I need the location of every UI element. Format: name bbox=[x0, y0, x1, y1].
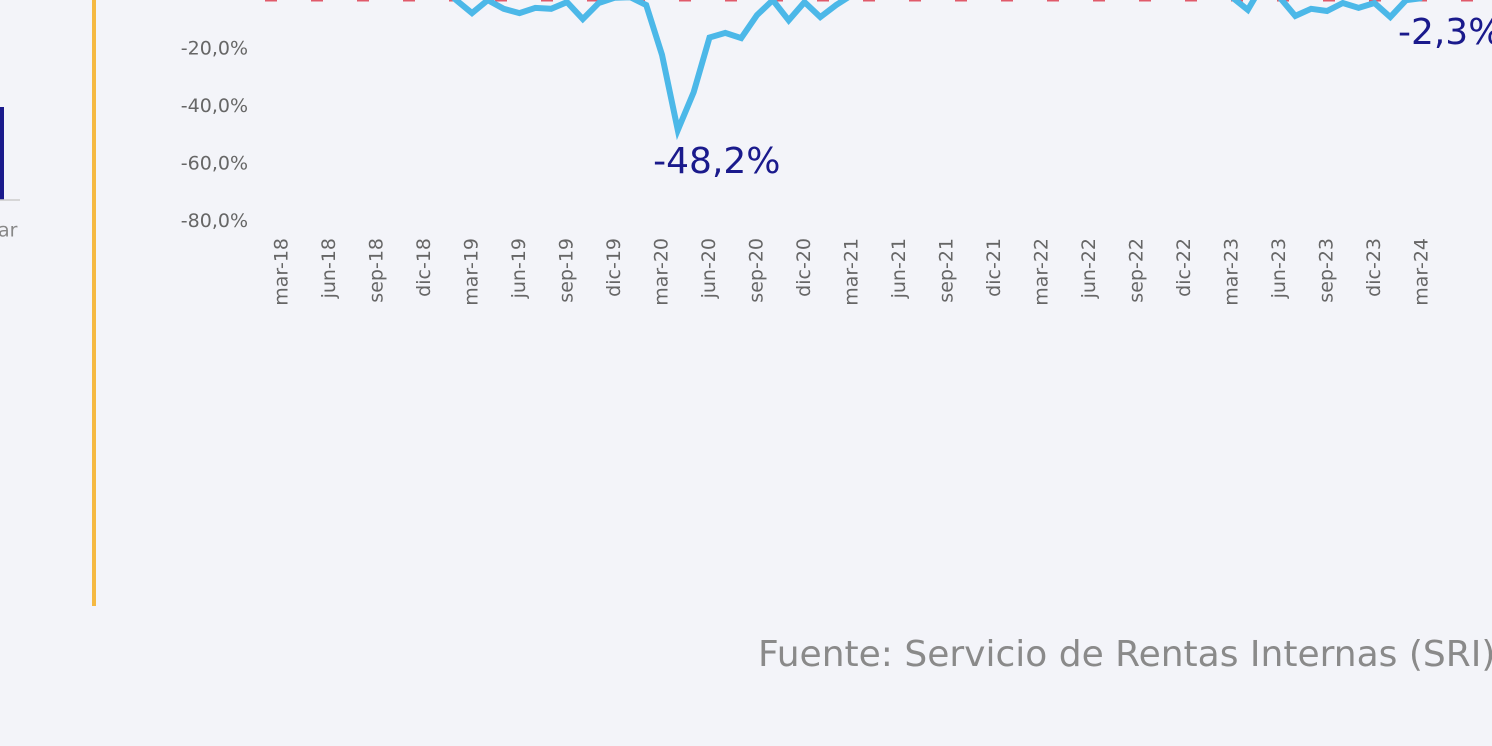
x-tick-label: jun-19 bbox=[508, 238, 530, 299]
x-tick-label: sep-22 bbox=[1125, 238, 1147, 303]
x-tick-label: dic-20 bbox=[793, 238, 815, 297]
y-tick-label: -60,0% bbox=[181, 153, 248, 175]
series-line bbox=[451, 0, 1423, 141]
x-tick-label: dic-18 bbox=[413, 238, 435, 297]
source: Fuente: Servicio de Rentas Internas (SRI… bbox=[758, 634, 1492, 675]
x-tick-label: dic-19 bbox=[603, 238, 625, 297]
x-tick-label: sep-19 bbox=[555, 238, 577, 303]
x-tick-label: mar-24 bbox=[1410, 238, 1432, 306]
x-tick-label: jun-22 bbox=[1078, 238, 1100, 299]
x-tick-label: mar-18 bbox=[271, 238, 293, 306]
x-tick-label: dic-22 bbox=[1173, 238, 1195, 297]
data-label: -2,3% bbox=[1398, 12, 1492, 53]
y-tick-label: 0,0% bbox=[200, 0, 248, 2]
x-tick-label: jun-18 bbox=[318, 238, 340, 299]
left-bar-fragment bbox=[0, 107, 4, 200]
x-tick-label: mar-20 bbox=[650, 238, 672, 306]
x-tick-label: dic-23 bbox=[1363, 238, 1385, 297]
y-tick-label: -80,0% bbox=[181, 210, 248, 232]
x-tick-label: jun-20 bbox=[698, 238, 720, 299]
left-text-fragment: ar bbox=[0, 220, 18, 242]
x-tick-label: sep-23 bbox=[1315, 238, 1337, 303]
data-label: -48,2% bbox=[653, 141, 780, 182]
x-tick-label: mar-22 bbox=[1030, 238, 1052, 306]
y-tick-label: -40,0% bbox=[181, 95, 248, 117]
x-tick-label: mar-23 bbox=[1220, 238, 1242, 306]
x-tick-label: mar-21 bbox=[840, 238, 862, 306]
x-tick-label: sep-21 bbox=[935, 238, 957, 303]
x-tick-label: jun-23 bbox=[1268, 238, 1290, 299]
x-tick-label: jun-21 bbox=[888, 238, 910, 299]
y-tick-label: -20,0% bbox=[181, 38, 248, 60]
x-tick-label: mar-19 bbox=[460, 238, 482, 306]
x-tick-label: dic-21 bbox=[983, 238, 1005, 297]
x-tick-label: sep-18 bbox=[365, 238, 387, 303]
x-tick-label: sep-20 bbox=[745, 238, 767, 303]
